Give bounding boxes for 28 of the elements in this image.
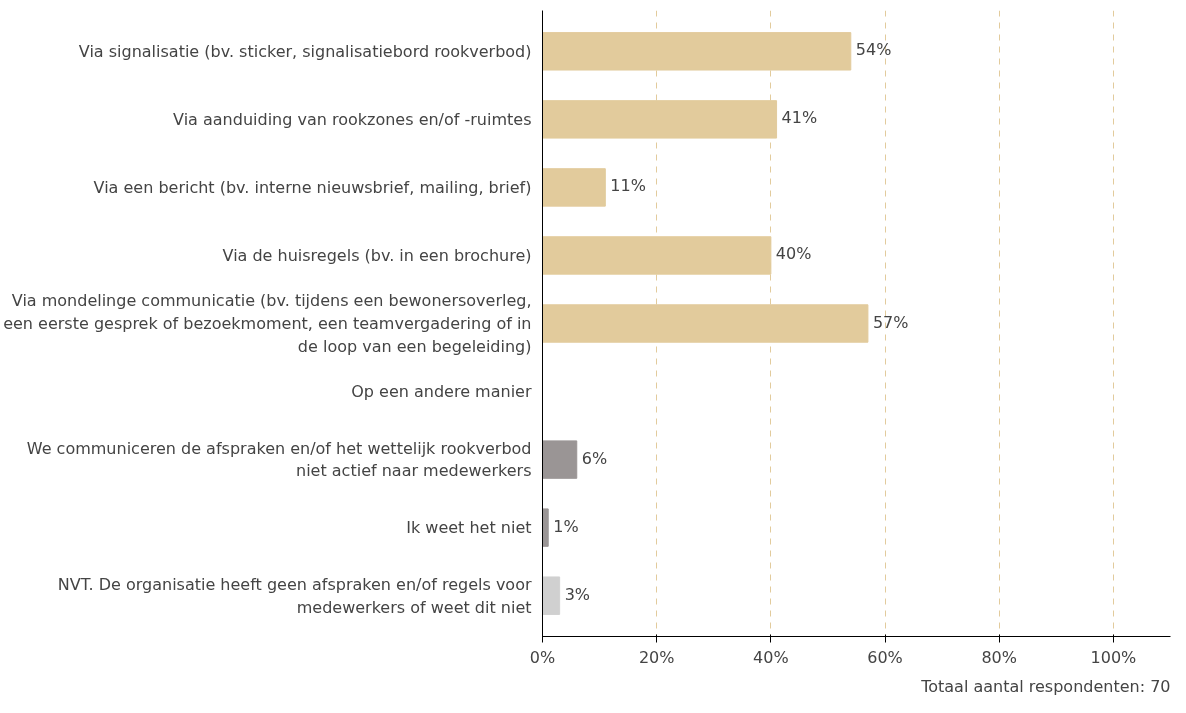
x-tick-label: 20% <box>638 647 675 667</box>
text: Totaal aantal respondenten: 70 <box>920 676 1171 696</box>
y-tick-label: Via mondelinge communicatie (bv. tijdens een bewonersoverleg, een eerste gesprek of bezoekmoment, een teamvergadering of in de loop van een begeleiding) <box>3 291 532 356</box>
data-label: 11% <box>610 176 646 196</box>
data-label: 41% <box>781 108 818 128</box>
bar <box>542 576 561 615</box>
y-tick-label: Via de huisregels (bv. in een brochure) <box>222 245 532 265</box>
data-label: 57% <box>872 312 909 332</box>
x-tick-label: 80% <box>981 647 1018 667</box>
data-label: 54% <box>855 40 892 60</box>
x-tick-label: 40% <box>753 647 789 667</box>
data-label: 40% <box>775 244 812 264</box>
y-tick-label: Op een andere manier <box>351 382 532 402</box>
y-tick-label: NVT. De organisatie heeft geen afspraken en/of regels voor medewerkers of weet dit niet <box>57 574 532 617</box>
x-tick-label: 100% <box>1090 647 1137 667</box>
y-tick-label: We communiceren de afspraken en/of het wettelijk rookverbod niet actief naar medewerkers <box>26 438 532 481</box>
data-label: 3% <box>564 584 591 604</box>
y-tick-label: Ik weet het niet <box>406 518 532 538</box>
data-label: 6% <box>581 448 608 468</box>
bar <box>542 508 549 547</box>
data-label: 1% <box>553 516 579 536</box>
bar <box>542 168 606 207</box>
y-tick-label: Via aanduiding van rookzones en/of -ruimtes <box>173 109 532 129</box>
y-tick-label: Via signalisatie (bv. sticker, signalisatiebord rookverbod) <box>78 41 532 61</box>
x-tick-label: 60% <box>867 647 903 667</box>
y-tick-label: Via een bericht (bv. interne nieuwsbrief, mailing, brief) <box>93 177 532 197</box>
x-tick-label: 0% <box>529 647 556 667</box>
bar <box>542 440 578 479</box>
